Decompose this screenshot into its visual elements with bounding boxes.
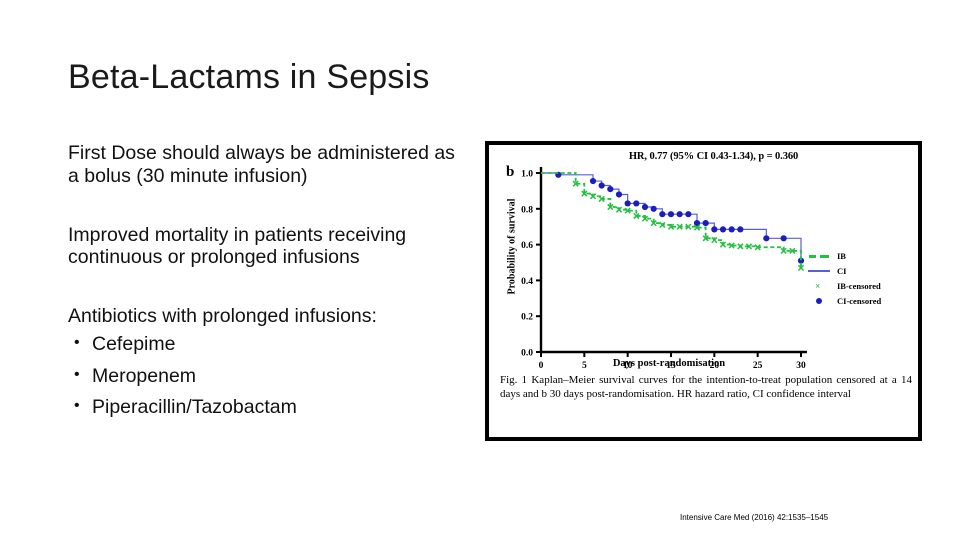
body-text-column: First Dose should always be administered… [68,142,468,428]
svg-text:1.0: 1.0 [521,170,533,180]
svg-text:15: 15 [666,361,676,371]
bullet-list-heading: Antibiotics with prolonged infusions: [68,305,377,328]
paragraph-first-dose: First Dose should always be administered… [68,142,455,187]
legend-label: CI-censored [837,295,882,306]
list-item: • Piperacillin/Tazobactam [68,396,468,419]
dashed-green-line-icon [807,251,833,261]
legend-label: CI [837,265,847,276]
legend-label: IB [837,250,846,261]
figure-panel: HR, 0.77 (95% CI 0.43-1.34), p = 0.360 b… [485,141,922,441]
figure-caption: Fig. 1 Kaplan–Meier survival curves for … [500,374,912,401]
chart-hr-title: HR, 0.77 (95% CI 0.43-1.34), p = 0.360 [628,151,799,162]
kaplan-meier-plot: 0.0 0.2 0.4 0.6 0.8 1.0 0 5 10 15 20 25 30 [521,167,807,371]
svg-text:0.6: 0.6 [521,241,533,251]
list-item-label: Cefepime [92,333,176,356]
list-item: • Meropenem [68,365,468,388]
legend-item-ci-censored: CI-censored [807,293,881,308]
page-title: Beta-Lactams in Sepsis [68,58,430,96]
green-x-marker-icon: × [815,280,821,291]
legend-item-ci: CI [807,263,881,278]
source-citation: Intensive Care Med (2016) 42:1535–1545 [680,513,829,522]
chart-legend: IB CI × IB-censored CI-censored [807,248,881,308]
svg-text:10: 10 [623,361,633,371]
list-item: • Cefepime [68,333,468,356]
svg-text:0.8: 0.8 [521,205,533,215]
bullet-icon: • [74,334,80,352]
bullet-icon: • [74,365,80,383]
svg-text:5: 5 [582,361,587,371]
svg-text:0.2: 0.2 [521,313,533,323]
chart-panel-label: b [506,164,515,180]
legend-item-ib-censored: × IB-censored [807,278,881,293]
chart-x-axis-label: Days post-randomisation [612,358,726,369]
legend-label: IB-censored [837,280,881,291]
list-item-label: Meropenem [92,364,197,387]
svg-text:0.0: 0.0 [521,349,533,359]
blue-dot-marker-icon [807,296,833,306]
figure-inner: HR, 0.77 (95% CI 0.43-1.34), p = 0.360 b… [489,145,918,437]
svg-text:0: 0 [539,361,544,371]
svg-text:20: 20 [710,361,720,371]
svg-text:0.4: 0.4 [521,277,533,287]
paragraph-improved-mortality: Improved mortality in patients receiving… [68,223,407,269]
antibiotic-list: • Cefepime • Meropenem • Piperacillin/Ta… [68,333,468,419]
svg-text:30: 30 [796,361,806,371]
svg-text:25: 25 [753,361,763,371]
legend-item-ib: IB [807,248,881,263]
list-item-label: Piperacillin/Tazobactam [92,396,297,419]
solid-blue-line-icon [807,266,833,276]
bullet-icon: • [74,397,80,415]
